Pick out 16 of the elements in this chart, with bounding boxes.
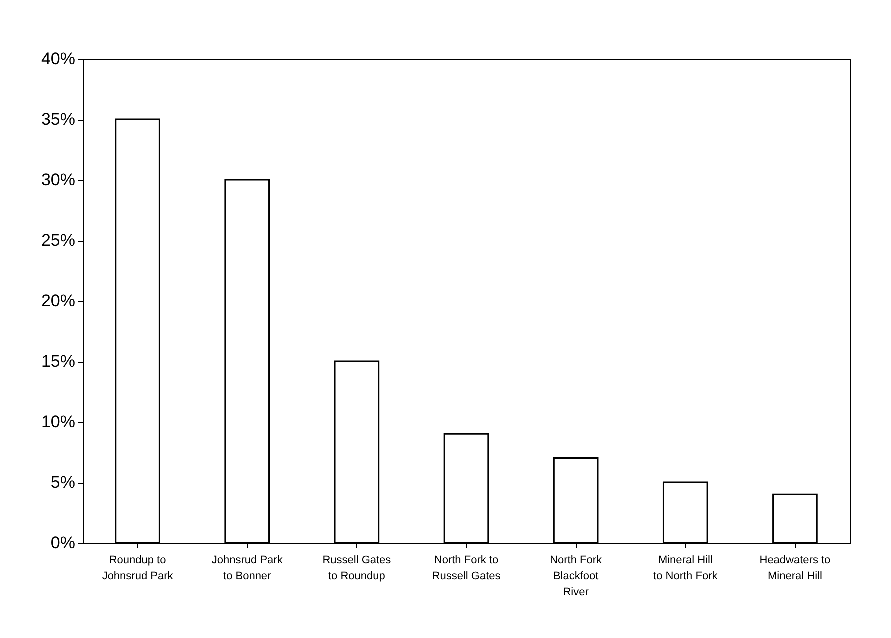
y-tick-label: 10% [41, 412, 76, 432]
x-tick-label: Roundup to Johnsrud Park [102, 554, 174, 582]
y-tick-label: 15% [41, 352, 76, 371]
y-tick-label: 0% [50, 534, 76, 552]
x-tick-label: Mineral Hill to North Fork [654, 554, 718, 582]
y-tick-label: 25% [41, 231, 76, 250]
y-tick-label: 40% [41, 50, 76, 68]
x-tick-label: North Fork to Russell Gates [432, 554, 502, 582]
x-tick-label: Headwaters to Mineral Hill [760, 554, 831, 582]
x-tick-label: North Fork Blackfoot River [550, 554, 603, 598]
y-tick-label: 5% [50, 473, 76, 492]
y-tick-label: 20% [41, 292, 76, 310]
x-tick-label: Johnsrud Park to Bonner [212, 554, 284, 582]
y-tick-label: 35% [41, 110, 76, 129]
y-tick-label: 30% [41, 170, 76, 190]
x-tick-label: Russell Gates to Roundup [322, 554, 392, 582]
